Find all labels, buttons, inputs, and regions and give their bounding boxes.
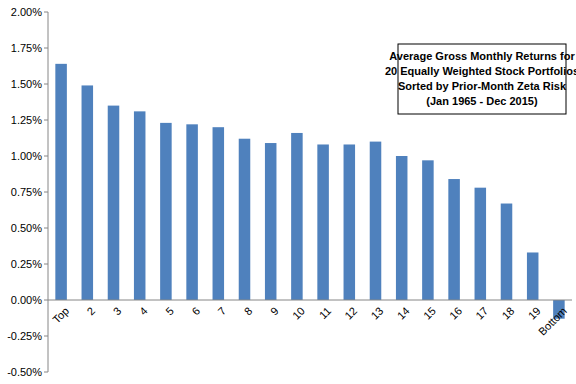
bar	[344, 144, 356, 300]
title-line: Average Gross Monthly Returns for	[389, 50, 575, 62]
x-tick-label: 11	[317, 305, 334, 322]
x-tick-label: 3	[111, 305, 124, 318]
x-tick-label: 8	[242, 305, 255, 318]
x-tick-label: 5	[163, 305, 176, 318]
bar	[422, 160, 434, 300]
y-tick	[44, 300, 48, 301]
bar	[291, 133, 303, 300]
y-tick	[44, 156, 48, 157]
x-tick-label: 2	[85, 305, 98, 318]
bar	[475, 188, 487, 300]
x-tick-label: 9	[268, 305, 281, 318]
x-tick-label: 7	[216, 305, 229, 318]
x-tick-label: 17	[473, 305, 490, 322]
title: Average Gross Monthly Returns for 20 Equa…	[385, 50, 576, 107]
x-tick-label: 10	[290, 305, 307, 322]
y-tick	[44, 264, 48, 265]
y-tick-label: 0.25%	[11, 258, 42, 270]
y-tick	[44, 120, 48, 121]
bar	[134, 111, 146, 300]
y-tick	[44, 12, 48, 13]
bar	[186, 124, 198, 300]
bar	[317, 144, 329, 300]
x-tick-label: 18	[499, 305, 516, 322]
x-tick-label: Bottom	[536, 305, 569, 338]
bars	[55, 64, 564, 319]
y-tick-label: -0.25%	[7, 330, 42, 342]
y-tick	[44, 336, 48, 337]
x-tick-label: 12	[342, 305, 359, 322]
y-tick-label: 1.25%	[11, 114, 42, 126]
y-tick	[44, 84, 48, 85]
x-tick-label: 6	[189, 305, 202, 318]
y-tick	[44, 228, 48, 229]
x-tick-label: 13	[368, 305, 385, 322]
y-tick-label: 0.75%	[11, 186, 42, 198]
y-tick-label: -0.50%	[7, 366, 42, 378]
y-tick-label: 1.50%	[11, 78, 42, 90]
bar	[82, 85, 94, 300]
x-tick-label: 14	[395, 305, 412, 322]
y-tick-label: 1.75%	[11, 42, 42, 54]
y-tick	[44, 48, 48, 49]
title-line: Sorted by Prior-Month Zeta Risk	[398, 80, 567, 92]
y-tick	[44, 192, 48, 193]
title-line: 20 Equally Weighted Stock Portfolios	[385, 65, 576, 77]
bar	[370, 142, 382, 300]
bar	[160, 123, 172, 300]
x-tick-label: 4	[137, 305, 150, 318]
x-tick-label: Top	[50, 305, 71, 326]
bar	[265, 143, 277, 300]
chart: -0.50% -0.25% 0.00% 0.25% 0.50% 0.75% 1.00% 1.2…	[0, 0, 576, 384]
bar	[55, 64, 67, 300]
y-axis	[48, 12, 49, 372]
bar	[396, 156, 408, 300]
x-axis	[48, 300, 572, 301]
bar	[527, 252, 539, 300]
bar	[239, 139, 251, 300]
bar	[448, 179, 460, 300]
bar	[213, 127, 225, 300]
x-tick-label: 19	[526, 305, 543, 322]
x-tick-label: 15	[421, 305, 438, 322]
y-tick-label: 0.50%	[11, 222, 42, 234]
x-tick-label: 16	[447, 305, 464, 322]
bar	[108, 106, 120, 300]
y-tick	[44, 372, 48, 373]
y-tick-label: 0.00%	[11, 294, 42, 306]
y-tick-label: 2.00%	[11, 6, 42, 18]
title-line: (Jan 1965 - Dec 2015)	[426, 95, 538, 107]
y-tick-label: 1.00%	[11, 150, 42, 162]
bar	[501, 204, 513, 300]
